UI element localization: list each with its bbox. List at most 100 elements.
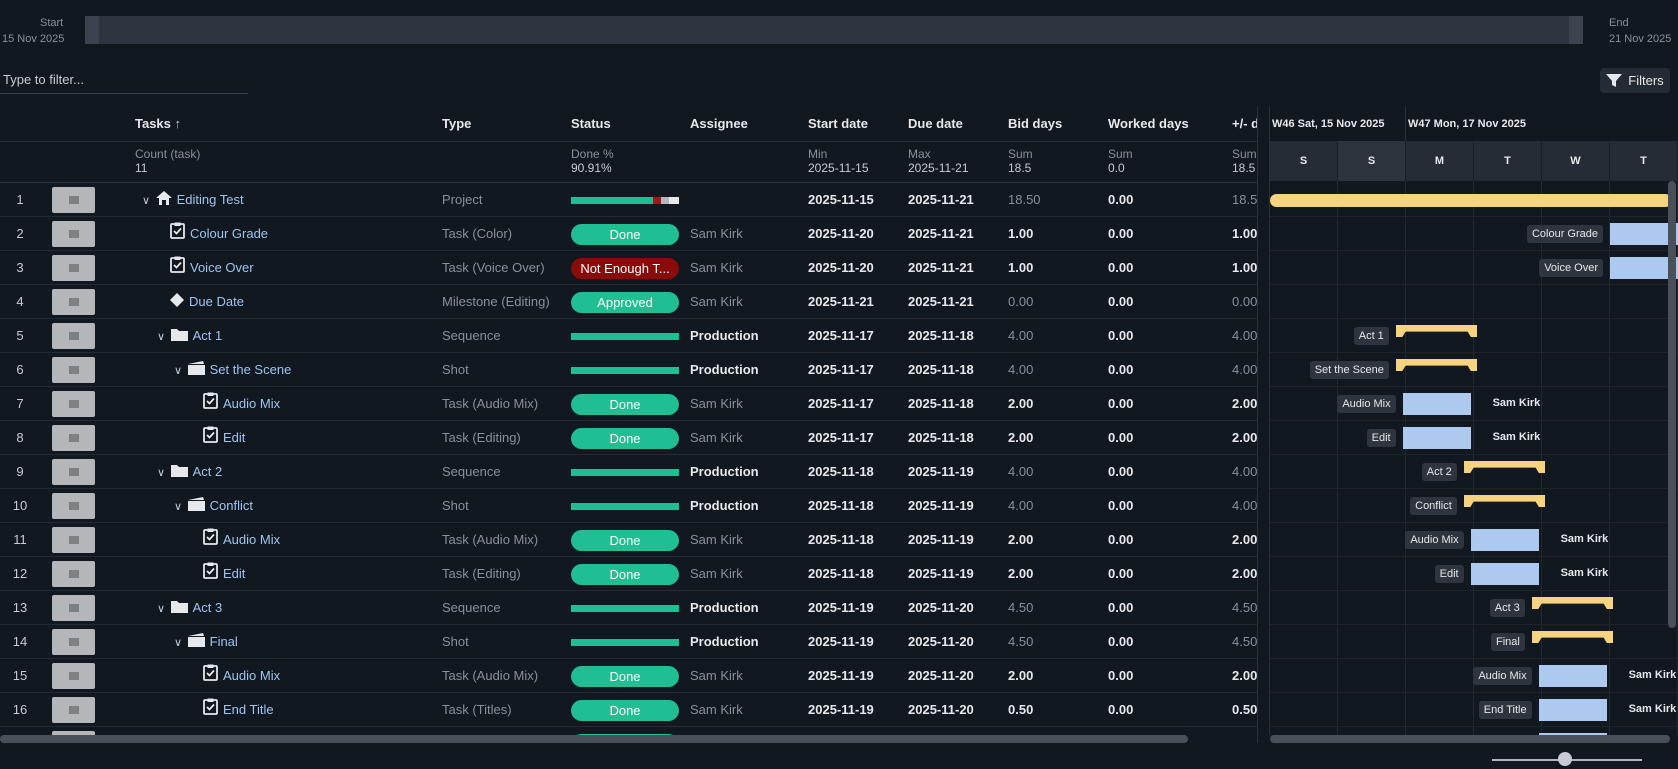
task-name-link[interactable]: Act 3	[192, 600, 223, 615]
thumbnail[interactable]	[52, 629, 95, 655]
status-badge[interactable]: Done	[571, 224, 679, 245]
thumbnail[interactable]	[52, 357, 95, 383]
thumbnail[interactable]	[52, 459, 95, 485]
grid-gantt-splitter[interactable]	[1257, 107, 1258, 743]
status-badge[interactable]: Done	[571, 394, 679, 415]
chevron-down-icon[interactable]: ∨	[156, 331, 166, 343]
task-name-link[interactable]: Due Date	[189, 294, 244, 309]
column-header-tasks[interactable]: Tasks ↑	[135, 107, 181, 141]
thumbnail[interactable]	[52, 289, 95, 315]
table-row[interactable]: 11 Audio Mix Task (Audio Mix) Done Sam Kirk 2…	[0, 523, 1257, 557]
task-name-link[interactable]: Act 1	[192, 328, 223, 343]
thumbnail[interactable]	[52, 731, 95, 735]
thumbnail[interactable]	[52, 561, 95, 587]
column-header-type[interactable]: Type	[442, 116, 472, 131]
gantt-horizontal-scrollbar[interactable]	[1270, 735, 1670, 743]
chevron-down-icon[interactable]: ∨	[173, 637, 183, 649]
task-name-link[interactable]: Audio Mix	[223, 532, 281, 547]
type-cell: Shot	[442, 634, 469, 649]
task-name-link[interactable]: Voice Over	[190, 260, 254, 275]
status-badge[interactable]: Done	[571, 530, 679, 551]
column-header-diff[interactable]: +/- d	[1232, 116, 1257, 131]
status-badge[interactable]: Done	[571, 564, 679, 585]
task-name-link[interactable]: End Title	[223, 702, 274, 717]
grid-horizontal-scrollbar[interactable]	[0, 735, 1188, 743]
thumbnail[interactable]	[52, 391, 95, 417]
range-end-handle[interactable]	[1569, 16, 1583, 44]
column-header-due-date[interactable]: Due date	[908, 116, 963, 131]
gantt-task-bar[interactable]	[1538, 699, 1607, 721]
table-row[interactable]: 12 Edit Task (Editing) Done Sam Kirk 2025-11-…	[0, 557, 1257, 591]
table-row[interactable]: 7 Audio Mix Task (Audio Mix) Done Sam Kirk 20…	[0, 387, 1257, 421]
gantt-vertical-scrollbar[interactable]	[1668, 181, 1676, 628]
worked-days-cell: 0.00	[1108, 634, 1134, 649]
gantt-task-bar[interactable]	[1402, 427, 1471, 449]
thumbnail[interactable]	[52, 697, 95, 723]
task-name-link[interactable]: Audio Mix	[223, 668, 281, 683]
thumbnail[interactable]	[52, 493, 95, 519]
thumbnail[interactable]	[52, 595, 95, 621]
table-row[interactable]: 4 Due Date Milestone (Editing) Approved Sam …	[0, 285, 1257, 319]
column-header-status[interactable]: Status	[571, 116, 611, 131]
task-name-link[interactable]: Editing Test	[176, 192, 244, 207]
table-row-partial[interactable]	[0, 727, 1257, 735]
thumbnail[interactable]	[52, 527, 95, 553]
table-row[interactable]: 6 ∨ Set the Scene Shot Production 2025-11-17…	[0, 353, 1257, 387]
table-row[interactable]: 3 Voice Over Task (Voice Over) Not Enough T…	[0, 251, 1257, 285]
gantt-task-bar[interactable]	[1610, 223, 1678, 245]
gantt-task-bar-partial[interactable]	[1538, 733, 1607, 735]
column-header-worked-days[interactable]: Worked days	[1108, 116, 1189, 131]
task-name-link[interactable]: Set the Scene	[209, 362, 292, 377]
task-name-link[interactable]: Final	[209, 634, 238, 649]
chevron-down-icon[interactable]: ∨	[156, 603, 166, 615]
gantt-row-divider	[1270, 556, 1678, 557]
gantt-task-bar[interactable]	[1538, 665, 1607, 687]
table-row[interactable]: 13 ∨ Act 3 Sequence Production 2025-11-19 202…	[0, 591, 1257, 625]
filter-input[interactable]	[0, 66, 248, 94]
gantt-task-bar[interactable]	[1610, 257, 1678, 279]
chevron-down-icon[interactable]: ∨	[156, 467, 166, 479]
thumbnail[interactable]	[52, 187, 95, 213]
table-row[interactable]: 2 Colour Grade Task (Color) Done Sam Kirk 202…	[0, 217, 1257, 251]
table-row[interactable]: 1 ∨ Editing Test Project 2025-11-15 2025-11-…	[0, 183, 1257, 217]
task-name-link[interactable]: Act 2	[192, 464, 223, 479]
thumbnail[interactable]	[52, 425, 95, 451]
task-name-link[interactable]: Conflict	[209, 498, 253, 513]
status-badge[interactable]: Done	[571, 700, 679, 721]
task-name-link[interactable]: Edit	[223, 566, 246, 581]
task-name-link[interactable]: Edit	[223, 430, 246, 445]
chevron-down-icon[interactable]: ∨	[173, 501, 183, 513]
task-name-link[interactable]: Audio Mix	[223, 396, 281, 411]
table-row[interactable]: 16 End Title Task (Titles) Done Sam Kirk 2025…	[0, 693, 1257, 727]
task-name-link[interactable]: Colour Grade	[190, 226, 269, 241]
status-badge[interactable]: Approved	[571, 292, 679, 313]
filters-button[interactable]: Filters	[1600, 68, 1670, 93]
gantt-task-bar[interactable]	[1470, 563, 1539, 585]
thumbnail[interactable]	[52, 255, 95, 281]
zoom-slider-knob[interactable]	[1558, 752, 1572, 766]
table-row[interactable]: 8 Edit Task (Editing) Done Sam Kirk 2025-11-1…	[0, 421, 1257, 455]
gantt-task-bar[interactable]	[1470, 529, 1539, 551]
thumbnail[interactable]	[52, 323, 95, 349]
date-range-track[interactable]	[85, 16, 1583, 44]
start-date-cell: 2025-11-18	[808, 566, 874, 581]
column-header-bid-days[interactable]: Bid days	[1008, 116, 1063, 131]
status-badge[interactable]: Not Enough T...	[571, 258, 679, 279]
gantt-task-bar[interactable]	[1402, 393, 1471, 415]
thumbnail[interactable]	[52, 221, 95, 247]
range-start-handle[interactable]	[85, 16, 99, 44]
column-header-assignee[interactable]: Assignee	[690, 116, 748, 131]
table-row[interactable]: 14 ∨ Final Shot Production 2025-11-19 2025-11…	[0, 625, 1257, 659]
column-header-start-date[interactable]: Start date	[808, 116, 868, 131]
chevron-down-icon[interactable]: ∨	[141, 195, 151, 207]
chevron-down-icon[interactable]: ∨	[173, 365, 183, 377]
table-row[interactable]: 9 ∨ Act 2 Sequence Production 2025-11-18 2025…	[0, 455, 1257, 489]
table-row[interactable]: 15 Audio Mix Task (Audio Mix) Done Sam Kirk 2…	[0, 659, 1257, 693]
gantt-project-bar[interactable]	[1270, 194, 1672, 207]
status-badge[interactable]: Done	[571, 666, 679, 687]
table-row[interactable]: 5 ∨ Act 1 Sequence Production 2025-11-17 2025…	[0, 319, 1257, 353]
status-badge[interactable]: Done	[571, 428, 679, 449]
table-row[interactable]: 10 ∨ Conflict Shot Production 2025-11-18 2025…	[0, 489, 1257, 523]
status-badge[interactable]	[571, 734, 679, 735]
thumbnail[interactable]	[52, 663, 95, 689]
